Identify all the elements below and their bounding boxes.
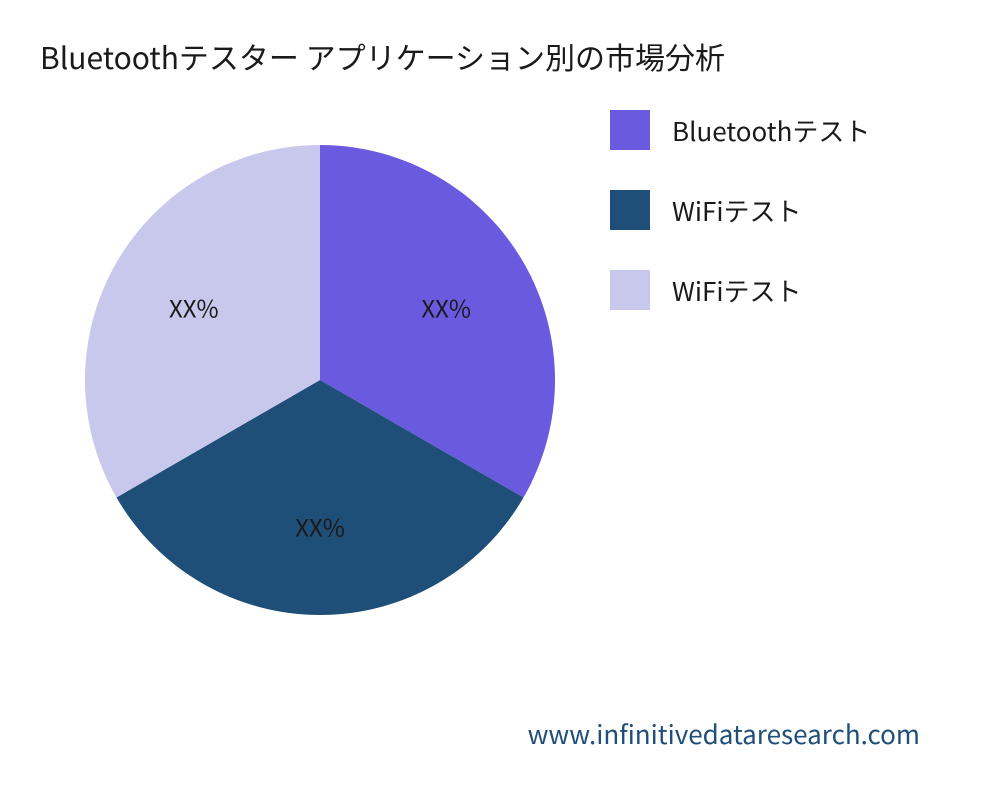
slice-label-2: XX% bbox=[169, 290, 219, 325]
legend-label-1: WiFiテスト bbox=[672, 192, 801, 229]
legend-item-2: WiFiテスト bbox=[610, 270, 970, 310]
legend-swatch-1 bbox=[610, 190, 650, 230]
slice-label-1: XX% bbox=[295, 508, 345, 543]
legend-label-2: WiFiテスト bbox=[672, 272, 801, 309]
chart-title: Bluetoothテスター アプリケーション別の市場分析 bbox=[40, 34, 725, 78]
footer-link[interactable]: www.infinitivedataresearch.com bbox=[528, 715, 920, 752]
legend-swatch-2 bbox=[610, 270, 650, 310]
legend: Bluetoothテスト WiFiテスト WiFiテスト bbox=[610, 110, 970, 350]
legend-label-0: Bluetoothテスト bbox=[672, 112, 870, 149]
pie-chart: XX% XX% XX% bbox=[60, 120, 580, 640]
legend-item-0: Bluetoothテスト bbox=[610, 110, 970, 150]
legend-item-1: WiFiテスト bbox=[610, 190, 970, 230]
pie-svg bbox=[60, 120, 580, 640]
legend-swatch-0 bbox=[610, 110, 650, 150]
slice-label-0: XX% bbox=[421, 290, 471, 325]
